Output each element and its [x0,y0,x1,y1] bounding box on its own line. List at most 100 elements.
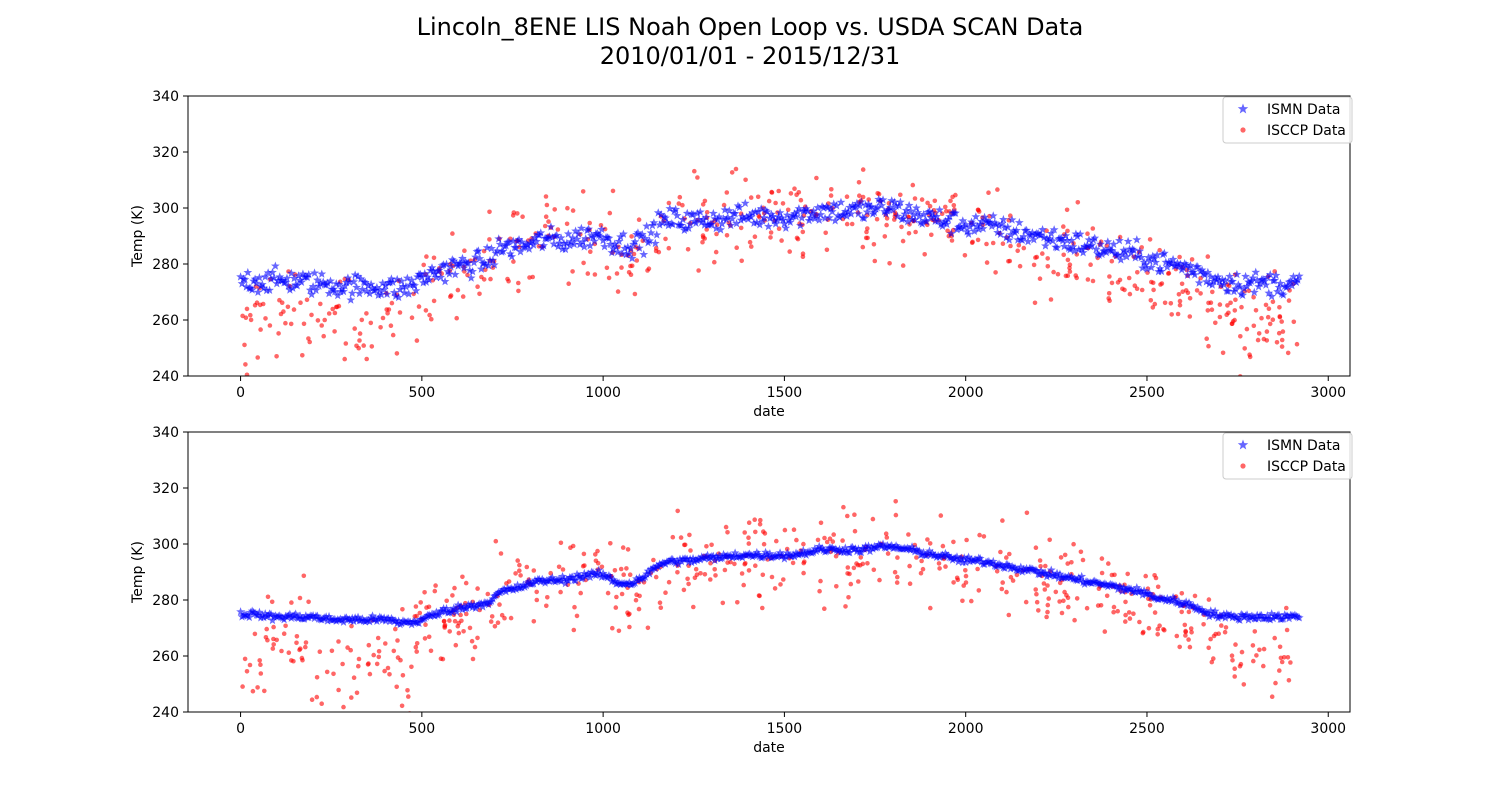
ismn-point [1129,245,1139,255]
isccp-point [912,196,918,201]
ismn-point [632,574,641,583]
ismn-point [1216,280,1226,290]
ismn-point [685,554,695,563]
isccp-point [794,537,799,543]
ismn-point [1012,225,1021,235]
ismn-point [536,228,546,237]
ismn-point [305,285,315,294]
ismn-point [746,212,756,221]
ismn-point [1130,253,1140,262]
ismn-point [719,549,728,559]
y-tick-label: 300 [152,537,179,553]
ismn-point [668,219,678,229]
isccp-point [348,647,354,653]
ismn-point [440,276,450,286]
ismn-point [617,249,627,258]
ismn-point [1072,231,1082,241]
ismn-point [584,224,593,233]
ismn-point [350,270,360,279]
ismn-point [1248,273,1258,282]
ismn-point [1115,236,1124,245]
isccp-point [677,194,683,200]
isccp-point [792,186,797,191]
ismn-point [994,221,1004,230]
ismn-point [360,277,370,287]
isccp-point [1104,593,1110,599]
isccp-point [283,623,288,629]
isccp-point [1062,552,1068,558]
isccp-point [960,598,965,604]
isccp-point [531,568,537,573]
ismn-point [1119,582,1129,592]
isccp-point [258,662,263,667]
isccp-point [626,270,632,275]
isccp-point [1279,659,1285,665]
isccp-point [1037,558,1043,563]
isccp-point [940,543,946,549]
ismn-point [476,264,486,273]
ismn-point [1194,278,1204,287]
isccp-point [984,260,990,265]
isccp-point [734,245,739,250]
isccp-point [1085,277,1091,282]
isccp-point [858,555,864,560]
ismn-point [1242,610,1252,619]
ismn-point [854,209,863,218]
ismn-point [1090,233,1100,242]
ismn-point [530,233,540,242]
isccp-point [1279,319,1284,324]
ismn-point [961,557,971,567]
ismn-point [720,205,730,214]
isccp-point [1150,305,1156,310]
ismn-point [278,613,287,622]
isccp-point [314,694,320,700]
ismn-point [616,232,625,241]
isccp-point [406,694,411,699]
plot-area [188,432,1350,712]
isccp-point [702,198,708,204]
ismn-point [1032,566,1042,575]
ismn-point [987,221,997,231]
isccp-point [828,193,834,198]
ismn-point [1022,225,1031,235]
ismn-point [1222,609,1232,618]
ismn-point [1133,251,1143,261]
isccp-point [1279,337,1285,343]
ismn-point [446,606,456,615]
isccp-point [870,516,876,522]
ismn-point [732,218,741,228]
isccp-point [657,600,663,605]
isccp-point [845,565,851,570]
ismn-point [1233,280,1243,289]
ismn-point [1064,243,1074,252]
isccp-point [636,606,642,612]
isccp-point [1140,630,1146,636]
ismn-point [932,211,942,221]
ismn-point [981,216,991,225]
ismn-point [479,258,489,267]
ismn-point [861,200,870,209]
ismn-point [778,550,788,560]
isccp-point [1220,350,1226,356]
ismn-point [475,254,485,263]
y-tick-label: 340 [152,425,179,441]
ismn-point [1180,259,1190,268]
isccp-point [1177,302,1183,308]
ismn-point [590,236,599,246]
ismn-point [993,227,1002,237]
isccp-point [458,612,463,618]
ismn-point [619,229,628,238]
ismn-point [466,273,476,282]
isccp-point [1232,666,1237,671]
ismn-point [1197,265,1207,274]
ismn-point [674,559,683,569]
isccp-point [698,571,703,576]
ismn-point [939,552,949,561]
isccp-point [1016,242,1022,248]
isccp-point [773,200,778,206]
isccp-point [560,567,566,572]
ismn-point [1100,579,1110,588]
isccp-point [778,582,783,587]
ismn-point [421,277,431,286]
isccp-point [948,198,953,204]
